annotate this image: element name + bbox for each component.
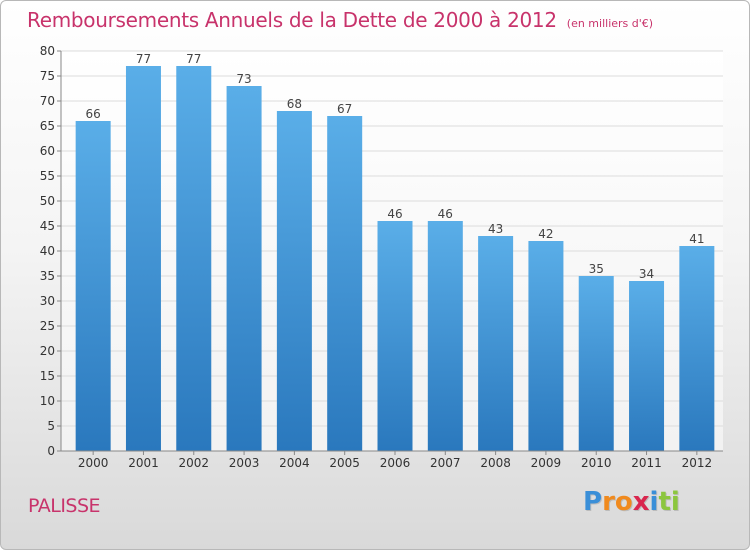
chart-title-text: Remboursements Annuels de la Dette de 20… (27, 8, 557, 32)
y-tick-label: 30 (40, 294, 55, 308)
bar-2004 (276, 111, 312, 451)
x-tick-label-2003: 2003 (229, 456, 260, 470)
x-tick-label-2000: 2000 (78, 456, 109, 470)
y-tick-label: 70 (40, 94, 55, 108)
logo-letter: t (658, 487, 671, 517)
data-label-2007: 46 (438, 207, 453, 221)
data-label-2005: 67 (337, 102, 352, 116)
data-label-2000: 66 (86, 107, 101, 121)
bar-2000 (75, 121, 111, 451)
x-tick-label-2010: 2010 (581, 456, 612, 470)
bar-2005 (327, 116, 363, 451)
y-tick-label: 0 (47, 444, 55, 458)
y-tick-label: 35 (40, 269, 55, 283)
bar-2009 (528, 241, 564, 451)
data-label-2011: 34 (639, 267, 654, 281)
data-label-2012: 41 (689, 232, 704, 246)
x-tick-label-2004: 2004 (279, 456, 310, 470)
chart-subtitle: (en milliers d'€) (566, 17, 654, 30)
bar-2001 (125, 66, 161, 451)
chart-title: Remboursements Annuels de la Dette de 20… (27, 8, 653, 32)
y-tick-label: 60 (40, 144, 55, 158)
bar-2008 (478, 236, 514, 451)
y-tick-label: 65 (40, 119, 55, 133)
logo-letter: i (649, 487, 659, 517)
y-tick-label: 20 (40, 344, 55, 358)
y-tick-label: 5 (47, 419, 55, 433)
y-tick-label: 75 (40, 69, 55, 83)
bar-2012 (679, 246, 715, 451)
data-label-2004: 68 (287, 97, 302, 111)
logo-letter: P (583, 487, 603, 517)
logo-letter: r (602, 487, 615, 517)
y-tick-label: 80 (40, 44, 55, 58)
x-tick-label-2001: 2001 (128, 456, 159, 470)
bars (75, 66, 715, 451)
y-tick-label: 45 (40, 219, 55, 233)
logo-letter: o (614, 487, 633, 517)
x-tick-label-2006: 2006 (380, 456, 411, 470)
logo-letter: i (670, 487, 680, 517)
x-tick-label-2002: 2002 (178, 456, 209, 470)
logo-letter: x (632, 487, 650, 517)
data-label-2002: 77 (186, 52, 201, 66)
x-tick-label-2005: 2005 (329, 456, 360, 470)
y-tick-label: 40 (40, 244, 55, 258)
bar-2002 (176, 66, 212, 451)
y-tick-label: 50 (40, 194, 55, 208)
labels: 0 5 10 15 20 25 30 35 40 45 50 55 60 65 70 75 80 66 2000 77… (40, 44, 712, 470)
place-name: PALISSE (28, 495, 101, 517)
data-label-2009: 42 (538, 227, 553, 241)
bar-2011 (629, 281, 665, 451)
bar-2010 (578, 276, 614, 451)
x-tick-label-2008: 2008 (480, 456, 511, 470)
bar-2003 (226, 86, 262, 451)
axes (57, 50, 723, 455)
y-tick-label: 15 (40, 369, 55, 383)
proxiti-logo: Proxiti (583, 487, 680, 517)
data-label-2001: 77 (136, 52, 151, 66)
bar-2006 (377, 221, 413, 451)
x-tick-label-2011: 2011 (631, 456, 662, 470)
data-label-2006: 46 (387, 207, 402, 221)
y-tick-label: 55 (40, 169, 55, 183)
x-tick-label-2009: 2009 (531, 456, 562, 470)
y-tick-label: 25 (40, 319, 55, 333)
data-label-2003: 73 (236, 72, 251, 86)
data-label-2008: 43 (488, 222, 503, 236)
data-label-2010: 35 (589, 262, 604, 276)
y-tick-label: 10 (40, 394, 55, 408)
x-tick-label-2012: 2012 (682, 456, 713, 470)
bar-2007 (427, 221, 463, 451)
x-tick-label-2007: 2007 (430, 456, 461, 470)
